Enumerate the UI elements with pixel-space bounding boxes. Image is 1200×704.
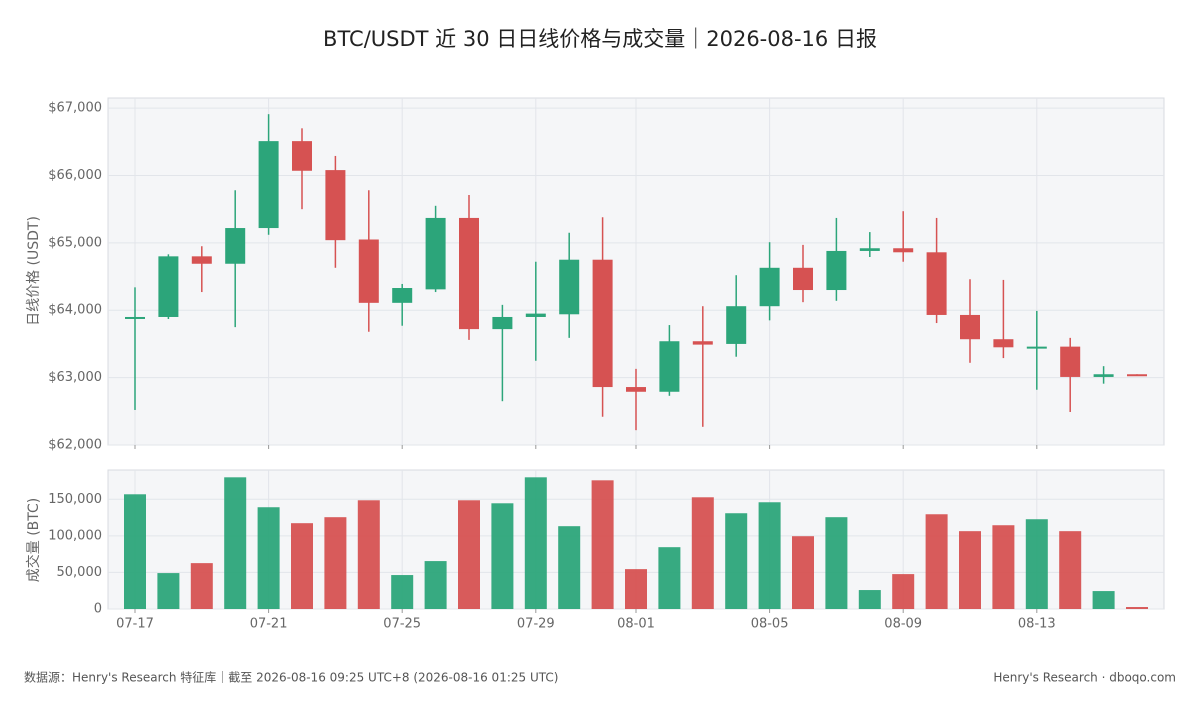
y-axis-label: 日线价格 (USDT)	[26, 216, 42, 326]
y-axis-label: 成交量 (BTC)	[25, 498, 42, 583]
candle-body	[793, 267, 813, 291]
volume-bar	[758, 502, 781, 609]
chart-title: BTC/USDT 近 30 日日线价格与成交量｜2026-08-16 日报	[323, 27, 877, 51]
x-tick-label: 07-17	[116, 617, 154, 632]
volume-bar	[124, 494, 146, 609]
y-tick-label: $66,000	[48, 168, 102, 183]
candle-body	[759, 267, 780, 307]
volume-bar	[190, 563, 213, 609]
candle-body	[492, 316, 513, 330]
candle-body	[1026, 346, 1047, 349]
volume-bar	[324, 517, 347, 609]
candle-body	[459, 217, 479, 330]
volume-bar	[257, 507, 280, 609]
candle-body	[1093, 374, 1114, 377]
volume-bar	[224, 477, 247, 609]
volume-bar	[825, 517, 848, 609]
candle-body	[258, 141, 279, 229]
volume-bar	[625, 569, 647, 609]
y-tick-label: $62,000	[48, 438, 102, 453]
x-tick-label: 08-05	[751, 617, 789, 632]
candle-body	[1127, 374, 1147, 377]
volume-bar	[792, 536, 814, 609]
candle-body	[158, 256, 179, 317]
volume-bar	[1126, 607, 1148, 609]
candle-body	[993, 339, 1014, 348]
candle-body	[325, 170, 346, 241]
y-tick-label: $63,000	[48, 370, 102, 385]
volume-bar	[391, 575, 414, 609]
volume-bar	[959, 531, 981, 609]
candle-body	[592, 259, 613, 388]
volume-bar	[992, 525, 1015, 609]
candle-body	[926, 252, 947, 315]
volume-bar	[1025, 519, 1048, 609]
candle-body	[859, 248, 880, 251]
volume-bar	[691, 497, 714, 609]
candle-body	[960, 314, 980, 340]
y-tick-label: 150,000	[48, 492, 102, 507]
y-tick-label: 100,000	[48, 528, 102, 543]
volume-bar	[591, 480, 614, 609]
candle-body	[659, 341, 680, 392]
x-tick-label: 07-29	[517, 617, 555, 632]
x-tick-label: 08-01	[617, 617, 655, 632]
footer-brand: Henry's Research · dboqo.com	[993, 671, 1176, 685]
candle-body	[893, 248, 914, 253]
volume-bar	[858, 590, 881, 609]
volume-bar	[725, 513, 748, 609]
y-tick-label: 50,000	[57, 565, 103, 580]
candle-body	[358, 239, 379, 303]
volume-bar	[558, 526, 581, 609]
volume-bar	[491, 503, 514, 609]
x-tick-label: 07-21	[250, 617, 288, 632]
candle-body	[392, 288, 413, 303]
volume-bar	[925, 514, 948, 609]
volume-bar	[892, 574, 915, 609]
volume-bar	[658, 547, 681, 609]
candle-body	[191, 256, 212, 264]
footer-source: 数据源：Henry's Research 特征库｜截至 2026-08-16 0…	[24, 670, 558, 685]
volume-bar	[291, 523, 313, 609]
candle-body	[425, 217, 446, 290]
y-tick-label: 0	[94, 602, 102, 617]
x-tick-label: 08-13	[1018, 617, 1056, 632]
volume-bar	[157, 573, 180, 609]
volume-bar	[524, 477, 547, 609]
volume-bar	[1092, 591, 1115, 609]
candle-body	[626, 387, 646, 392]
candle-body	[292, 141, 312, 171]
candle-body	[1060, 346, 1081, 377]
y-tick-label: $65,000	[48, 235, 102, 250]
y-tick-label: $67,000	[48, 101, 102, 116]
candle-body	[826, 250, 847, 291]
candle-body	[525, 313, 546, 317]
candle-body	[125, 316, 145, 319]
candle-body	[692, 341, 713, 345]
candle-body	[559, 259, 580, 315]
volume-bar	[458, 500, 480, 609]
volume-bar	[1059, 531, 1082, 609]
x-tick-label: 08-09	[884, 617, 922, 632]
candle-body	[726, 306, 747, 344]
y-tick-label: $64,000	[48, 303, 102, 318]
volume-bar	[424, 561, 447, 609]
candle-body	[225, 228, 246, 264]
x-tick-label: 07-25	[383, 617, 421, 632]
volume-bar	[357, 500, 380, 609]
